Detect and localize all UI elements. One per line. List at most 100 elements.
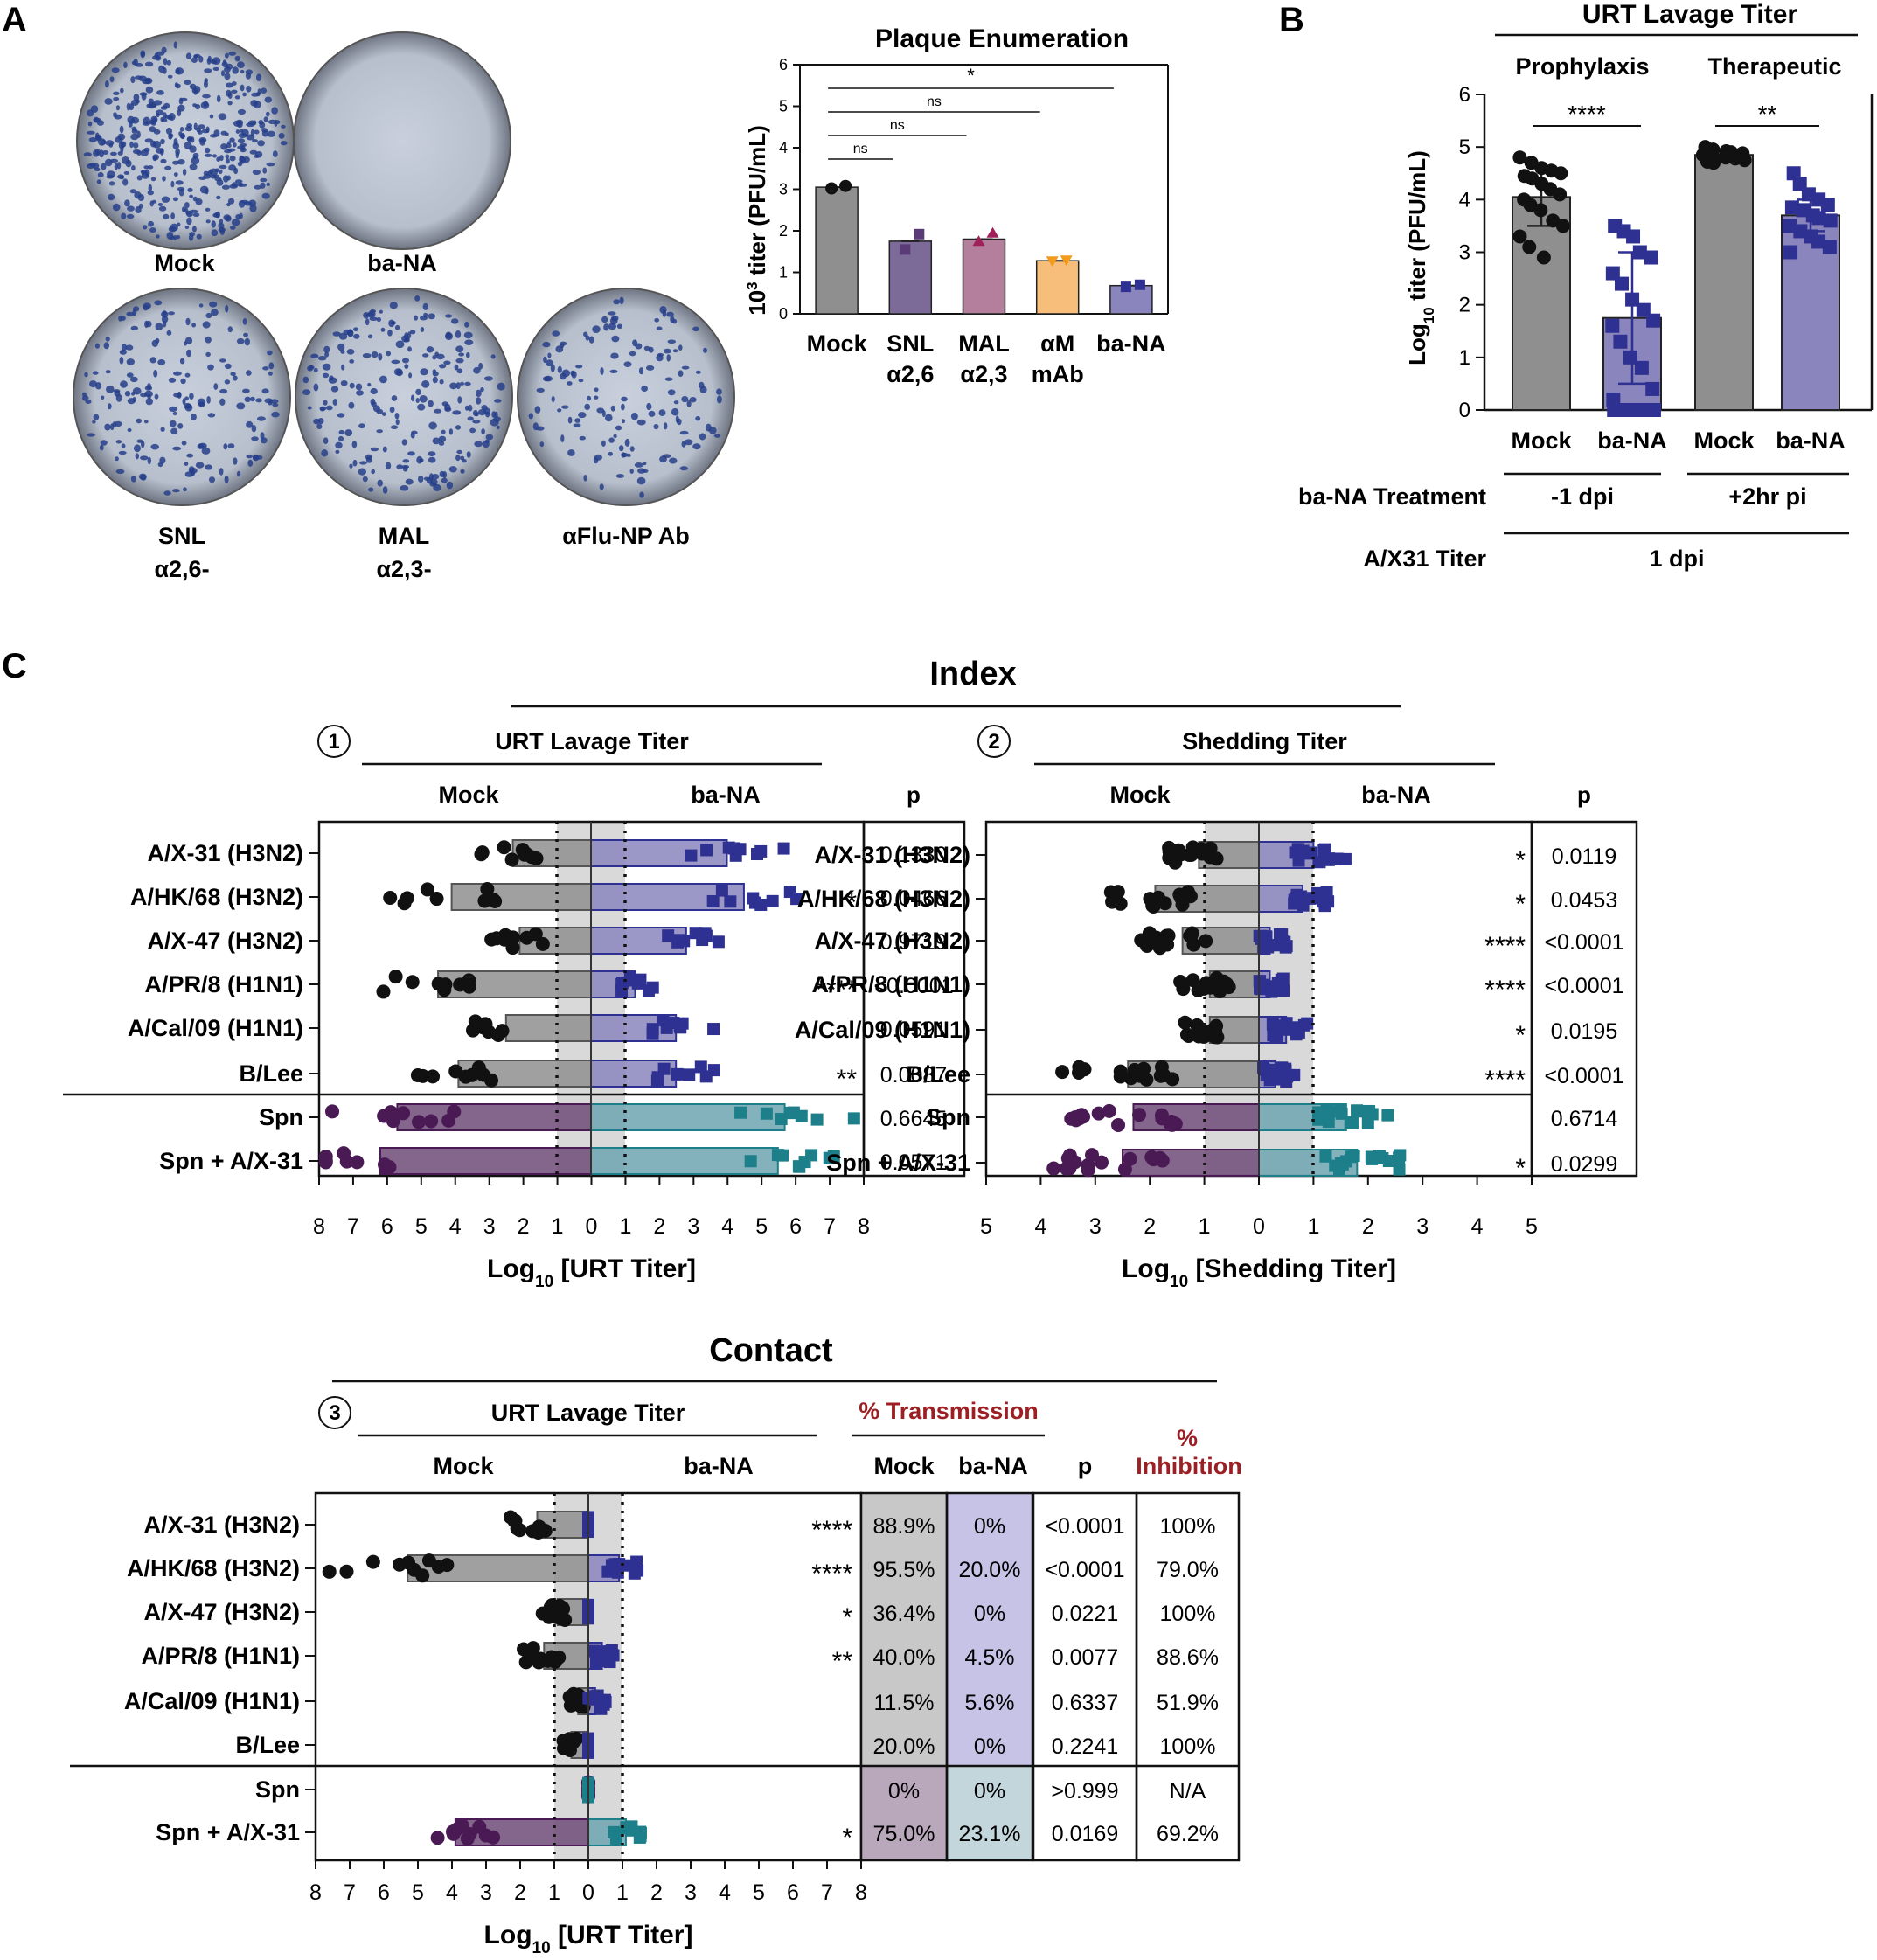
p-value: 0.0077 [1052,1645,1118,1670]
plaque-dot [154,300,163,306]
plaque-dot [120,87,124,94]
bana-point [1351,1104,1364,1117]
plaque-dot [147,165,154,170]
plaque-dot [347,330,354,337]
urt-b-x-label: Mock [1511,427,1572,454]
row-label: B/Lee [235,1732,300,1758]
plaque-dot [227,92,233,99]
plaque-dot [264,96,272,103]
x-tick-label: 5 [412,1880,424,1905]
plaque-dot [131,392,136,396]
plaque-dot [428,421,437,430]
plaque-dot [189,83,197,90]
plaque-dot [231,182,239,188]
plaque-dot [122,156,130,164]
row-label: A/HK/68 (H3N2) [797,886,970,912]
bana-column-label: ba-NA [691,782,761,808]
plaque-dot [162,176,166,182]
plaque-x-label: Mock [807,330,868,357]
bana-point [608,1825,621,1838]
plaque-dot [567,416,573,424]
bana-point [1306,892,1319,905]
bana-point [630,1555,643,1568]
plaque-dot [183,487,187,492]
plaque-dot [121,212,127,219]
plaque-dot [542,376,551,382]
plaque-dot [143,116,150,125]
urt-b-bar-2 [1694,154,1754,411]
mock-point [1208,1024,1223,1039]
plate-snl [73,288,291,506]
plaque-dot [100,440,108,446]
plaque-dot [115,105,120,111]
plaque-dot [457,396,462,404]
mock-point [1173,975,1188,990]
plaque-dot [629,446,635,452]
bana-column-label: ba-NA [1361,782,1431,808]
plaque-dot [224,379,231,385]
plaque-dot [177,423,184,429]
plaque-dot [219,358,226,363]
plaque-dot [681,365,690,370]
x-tick-label: 4 [449,1214,462,1239]
plaque-dot [695,416,701,421]
plaque-dot [173,371,182,376]
plaque-dot [230,372,236,377]
plate-images [73,31,735,506]
plaque-dot [219,398,226,406]
plaque-dot [420,327,425,332]
plaque-dot [332,331,341,337]
mock-point [517,847,532,862]
mock-point [1178,1015,1192,1030]
plaque-dot [377,479,384,487]
plaque-dot [184,202,190,209]
plaque-dot [302,389,311,395]
plaque-dot [121,443,126,448]
mock-point [462,1827,477,1842]
plaque-dot [252,169,261,176]
plaque-dot [653,424,659,430]
bana-point [699,927,712,940]
plaque-dot [175,67,184,75]
mock-point [518,1655,533,1670]
bana-bar [590,1103,786,1131]
row-label: A/PR/8 (H1N1) [141,1643,300,1669]
plaque-dot [483,376,493,381]
plaque-bracket-label: ns [853,142,868,156]
plaque-dot [180,97,188,101]
plaque-dot [87,130,95,135]
plaque-dot [152,155,157,162]
plaque-dot [446,481,454,490]
plaque-dot [170,180,175,188]
plaque-point [900,244,911,255]
row-significance: **** [1484,1066,1526,1095]
mock-point [484,932,499,947]
plaque-dot [94,167,101,171]
tx-bana-value: 0% [974,1602,1005,1626]
plaque-dot [160,158,167,163]
x-tick-label: 3 [480,1880,492,1905]
inhibition-value: 69.2% [1157,1822,1219,1846]
bana-point [599,1695,612,1708]
plaque-dot [167,74,173,79]
plaque-dot [155,323,163,330]
plaque-dot [455,358,464,364]
plaque-dot [148,98,155,105]
plaque-dot [716,395,722,404]
plaque-dot [224,149,233,154]
plaque-dot [107,403,112,410]
x-tick-label: 7 [347,1214,359,1239]
plaque-dot [225,304,229,313]
plaque-dot [372,405,380,413]
plaque-dot [247,120,256,126]
mock-column-label: Mock [433,1453,494,1479]
plaque-dot [263,116,268,122]
x-tick-label: 4 [719,1880,731,1905]
plaque-dot [699,386,707,393]
plaque-point [1120,281,1131,293]
bana-point [1320,1103,1333,1116]
x-tick-label: 2 [514,1880,526,1905]
plaque-dot [278,132,285,139]
urt-b-point [1644,250,1658,265]
plaque-dot [432,437,441,445]
